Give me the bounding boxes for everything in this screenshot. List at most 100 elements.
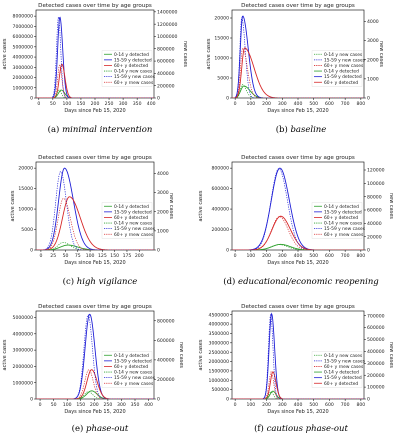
legend-entry: 0-14 y new cases	[324, 52, 363, 58]
x-tick-label: 0	[39, 253, 42, 259]
y-tick-label: 8000000	[13, 14, 34, 20]
y-tick-label: 3500000	[209, 331, 230, 337]
legend-entry: 0-14 y new cases	[114, 69, 153, 75]
legend-entry: 0-14 y detected	[114, 52, 149, 58]
x-tick-label: 300	[278, 253, 287, 259]
y2-axis-label: new cases	[178, 342, 184, 368]
y2-tick-label: 1200000	[157, 22, 178, 28]
series-line-red-dotted	[36, 197, 154, 250]
chart-panel-2: Detected cases over time by age groups 0 2…	[10, 155, 174, 266]
y-tick-label: 1000000	[13, 85, 34, 91]
y-tick-label: 1500000	[209, 369, 230, 375]
y-tick-label: 0	[226, 96, 229, 102]
x-tick-label: 400	[294, 101, 303, 107]
y2-tick-label: 60000	[367, 208, 382, 214]
series-group	[36, 313, 154, 399]
legend-entry: 15-59 y new cases	[324, 57, 366, 63]
y-tick-label: 2000000	[13, 75, 34, 81]
y2-tick-label: 0	[157, 96, 160, 102]
y-tick-label: 0	[30, 248, 33, 254]
legend-entry: 15-59 y detected	[324, 74, 362, 80]
legend-entry: 0-14 y detected	[324, 69, 359, 75]
x-tick-label: 250	[103, 402, 112, 408]
y2-tick-label: 200000	[367, 373, 385, 379]
y2-tick-label: 80000	[367, 194, 382, 200]
series-line-green-dotted	[232, 84, 364, 98]
x-tick-label: 50	[51, 402, 57, 408]
x-tick-label: 400	[294, 253, 303, 259]
series-group	[36, 167, 154, 250]
legend-entry: 0-14 y new cases	[324, 221, 363, 227]
y2-tick-label: 700000	[367, 313, 385, 319]
y-tick-label: 5000	[217, 76, 229, 82]
plot-frame	[35, 310, 155, 400]
y2-tick-label: 1000	[367, 76, 379, 82]
y-tick-label: 1000000	[209, 378, 230, 384]
y2-tick-label: 600000	[157, 338, 175, 344]
chart-title: Detected cases over time by age groups	[241, 155, 355, 161]
y2-tick-label: 400000	[157, 71, 175, 77]
y-tick-label: 4500000	[209, 312, 230, 318]
chart-panel-5: Detected cases over time by age groups 0 1…	[198, 304, 394, 415]
legend-entry: 60+ y rnew cases	[114, 80, 154, 86]
x-tick-label: 125	[98, 253, 107, 259]
x-tick-label: 400	[294, 402, 303, 408]
y-tick-label: 20000	[18, 166, 33, 172]
x-tick-label: 500	[309, 402, 318, 408]
y2-tick-label: 2000	[157, 209, 169, 215]
y-tick-label: 600000	[211, 186, 229, 192]
chart-panel-3: Detected cases over time by age groups 0 1…	[198, 155, 394, 266]
y2-tick-label: 600000	[157, 59, 175, 65]
y2-tick-label: 20000	[367, 234, 382, 240]
legend-entry: 15-59 y new cases	[114, 375, 156, 381]
x-tick-label: 50	[50, 101, 56, 107]
legend-box	[101, 351, 153, 388]
y2-tick-label: 400000	[157, 357, 175, 363]
legend-entry: 60+ y detected	[324, 215, 358, 221]
x-tick-label: 600	[325, 402, 334, 408]
x-axis-label: Days since Feb 15, 2020	[64, 108, 125, 114]
y2-tick-label: 3000	[367, 38, 379, 44]
y-axis-label: active cases	[2, 339, 8, 370]
x-tick-label: 600	[325, 101, 334, 107]
x-tick-label: 800	[356, 101, 365, 107]
x-axis-label: Days since Feb 15, 2020	[267, 409, 328, 415]
legend-box	[311, 351, 363, 388]
series-line-blue-solid	[232, 15, 364, 98]
y2-tick-label: 100000	[367, 181, 385, 187]
x-tick-label: 100	[246, 101, 255, 107]
series-group	[36, 15, 154, 98]
legend-entry: 0-14 y new cases	[114, 221, 153, 227]
y-tick-label: 400000	[211, 207, 229, 213]
legend-entry: 0-14 y detected	[114, 353, 149, 359]
legend-entry: 0-14 y detected	[114, 204, 149, 210]
y-tick-label: 20000	[214, 16, 229, 22]
legend-entry: 15-59 y new cases	[114, 74, 156, 80]
caption-f: (f) cautious phase-out	[254, 424, 348, 434]
y2-tick-label: 2000	[367, 57, 379, 63]
x-tick-label: 75	[75, 253, 81, 259]
x-tick-label: 300	[117, 402, 126, 408]
series-group	[232, 167, 364, 250]
y2-tick-label: 800000	[157, 318, 175, 324]
series-line-green-dotted	[232, 391, 364, 399]
legend-entry: 60+ y detected	[324, 80, 358, 86]
caption-a: (a) minimal intervention	[47, 125, 153, 135]
legend-entry: 0-14 y detected	[324, 370, 359, 376]
y-axis-label: active cases	[2, 38, 8, 69]
series-line-red-solid	[36, 196, 154, 250]
caption-b: (b) baseline	[275, 125, 327, 135]
x-tick-label: 250	[105, 101, 114, 107]
x-tick-label: 300	[119, 101, 128, 107]
x-tick-label: 600	[325, 253, 334, 259]
x-tick-label: 400	[147, 101, 156, 107]
x-tick-label: 200	[90, 402, 99, 408]
series-line-blue-solid	[36, 313, 154, 399]
y-tick-label: 2500000	[209, 350, 230, 356]
y2-tick-label: 0	[157, 248, 160, 254]
x-tick-label: 300	[278, 101, 287, 107]
y2-tick-label: 800000	[157, 46, 175, 52]
